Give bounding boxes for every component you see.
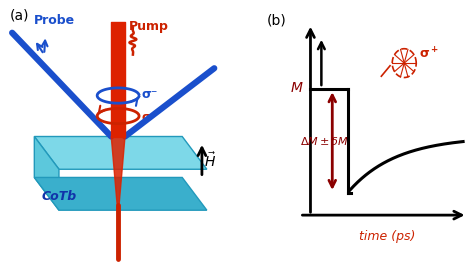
Text: $\Delta M \pm \delta M$: $\Delta M \pm \delta M$ [300,135,348,147]
Text: σ⁻: σ⁻ [141,88,157,101]
Text: time (ps): time (ps) [359,230,415,243]
Text: CoTb: CoTb [42,190,77,203]
Text: Probe: Probe [34,14,75,27]
Polygon shape [34,136,207,169]
Text: $\mathbf{\sigma^+}$: $\mathbf{\sigma^+}$ [419,46,439,62]
Text: Pump: Pump [129,20,169,34]
Text: $M$: $M$ [291,81,304,95]
Text: $\vec{H}$: $\vec{H}$ [204,152,217,170]
Polygon shape [34,177,207,210]
Polygon shape [111,136,125,205]
Text: (a): (a) [9,8,29,22]
Polygon shape [34,136,59,210]
Text: σ⁺: σ⁺ [141,111,157,124]
Text: (b): (b) [267,13,287,27]
